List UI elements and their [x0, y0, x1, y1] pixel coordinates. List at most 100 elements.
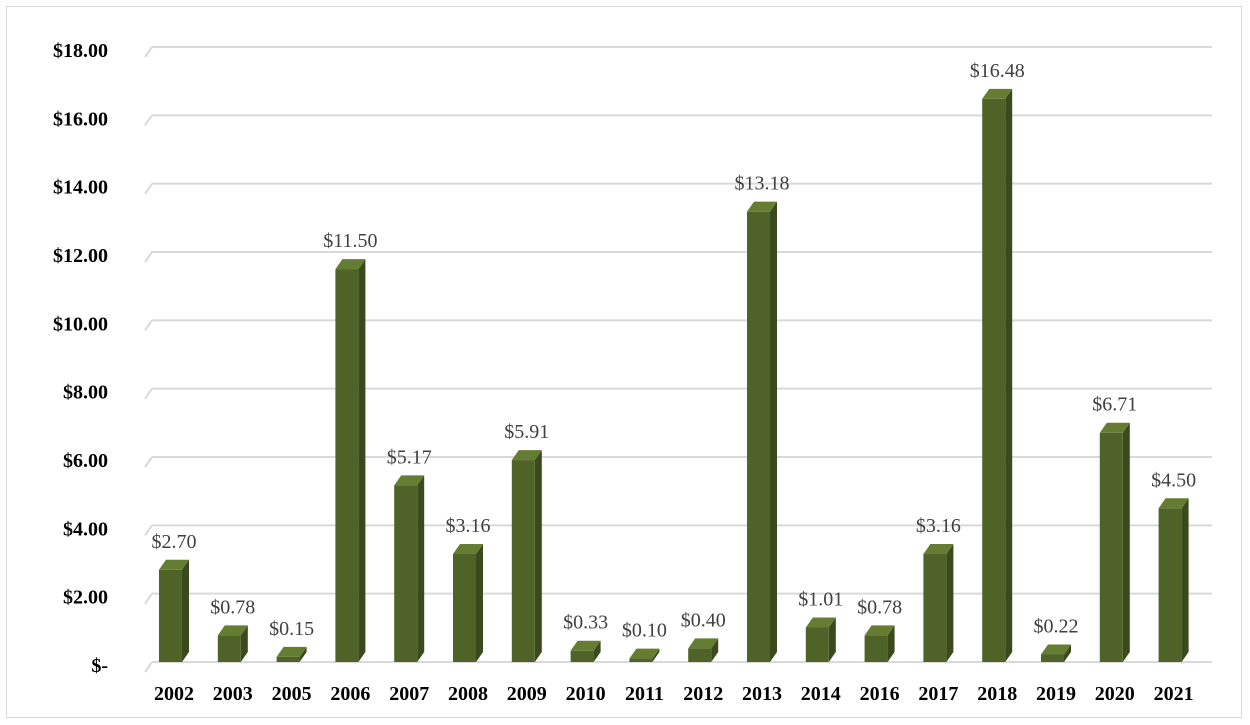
data-label: $6.71: [1092, 394, 1137, 416]
x-tick-label: 2003: [213, 683, 253, 705]
bar-top: [747, 201, 777, 212]
data-label: $0.78: [210, 596, 255, 618]
bar: [747, 211, 770, 662]
data-label: $0.22: [1034, 615, 1079, 637]
bar-top: [1158, 498, 1189, 509]
bar-top: [1099, 422, 1130, 433]
bar: [394, 485, 418, 662]
bar-top: [394, 475, 425, 486]
bar-top: [864, 625, 895, 636]
bar-top: [982, 88, 1013, 99]
bar: [453, 554, 476, 662]
data-label: $3.16: [446, 515, 491, 537]
bar-side: [182, 559, 189, 662]
y-tick-label: $6.00: [63, 450, 108, 472]
bar: [511, 460, 535, 662]
data-label: $11.50: [323, 230, 377, 252]
x-tick-label: 2018: [977, 683, 1017, 705]
data-label: $1.01: [798, 588, 843, 610]
data-label: $13.18: [735, 173, 790, 195]
bar-side: [240, 625, 248, 662]
bar: [159, 569, 182, 662]
bar-side: [828, 617, 836, 662]
bar-top: [511, 450, 542, 461]
data-label: $0.40: [681, 609, 726, 631]
bar: [1041, 654, 1064, 662]
x-tick-label: 2012: [683, 683, 723, 705]
bar: [335, 269, 359, 662]
bar-side: [770, 201, 777, 662]
bar-top: [570, 640, 601, 651]
gridline-edge: [144, 388, 153, 400]
gridline-edge: [144, 319, 153, 331]
y-tick-label: $10.00: [53, 313, 108, 335]
bar-side: [887, 625, 895, 662]
bar-side: [593, 640, 601, 662]
x-tick-label: 2006: [330, 683, 370, 705]
x-tick-label: 2021: [1154, 683, 1194, 705]
data-label: $5.91: [504, 421, 549, 443]
bar-side: [652, 648, 660, 662]
gridline-edge: [144, 114, 153, 126]
y-tick-label: $4.00: [63, 518, 108, 540]
gridline-edge: [144, 456, 153, 468]
data-label: $0.33: [563, 612, 608, 634]
bar: [805, 627, 829, 662]
y-tick-label: $16.00: [53, 108, 108, 130]
data-label: $5.17: [387, 446, 432, 468]
bar-top: [805, 617, 836, 628]
y-tick-label: $14.00: [53, 177, 108, 199]
gridline-edge: [144, 661, 153, 673]
x-tick-label: 2008: [448, 683, 488, 705]
bar: [982, 98, 1006, 662]
bar-side: [1064, 644, 1071, 662]
x-tick-label: 2013: [742, 683, 782, 705]
x-tick-label: 2002: [154, 683, 194, 705]
bar-top: [335, 259, 366, 270]
data-label: $3.16: [916, 515, 961, 537]
data-label: $0.10: [622, 620, 667, 642]
bar: [217, 635, 241, 662]
bar-side: [534, 450, 542, 662]
bar-top: [276, 646, 307, 657]
bar-side: [1181, 498, 1189, 662]
bar: [276, 656, 300, 662]
bar: [1099, 432, 1123, 662]
bar-side: [1122, 422, 1130, 662]
x-tick-label: 2017: [918, 683, 958, 705]
x-tick-label: 2014: [801, 683, 841, 705]
bar-top: [453, 544, 483, 555]
gridline-edge: [144, 593, 153, 605]
bar: [570, 650, 594, 662]
gridline-edge: [144, 251, 153, 263]
bar-top: [1041, 644, 1071, 655]
y-tick-label: $18.00: [53, 40, 108, 62]
y-tick-label: $8.00: [63, 382, 108, 404]
x-tick-label: 2009: [507, 683, 547, 705]
x-tick-label: 2010: [566, 683, 606, 705]
x-tick-label: 2007: [389, 683, 429, 705]
x-tick-label: 2005: [272, 683, 312, 705]
bar-side: [711, 638, 719, 662]
y-tick-label: $2.00: [63, 587, 108, 609]
bar-top: [688, 638, 719, 649]
x-tick-label: 2011: [625, 683, 664, 705]
bar-side: [358, 259, 366, 662]
y-tick-label: $-: [91, 655, 108, 677]
y-tick-label: $12.00: [53, 245, 108, 267]
bar-side: [1005, 88, 1013, 662]
bar-side: [299, 646, 307, 662]
bar-side: [476, 544, 483, 662]
data-label: $0.78: [857, 596, 902, 618]
bar-top: [629, 648, 660, 659]
bar-side: [417, 475, 425, 662]
gridline-edge: [144, 46, 153, 58]
x-tick-label: 2019: [1036, 683, 1076, 705]
data-label: $4.50: [1151, 469, 1196, 491]
gridline-edge: [144, 524, 153, 536]
data-label: $0.15: [269, 618, 314, 640]
bar-top: [923, 544, 954, 555]
x-tick-label: 2020: [1095, 683, 1135, 705]
gridline-edge: [144, 183, 153, 195]
bar-top: [217, 625, 248, 636]
